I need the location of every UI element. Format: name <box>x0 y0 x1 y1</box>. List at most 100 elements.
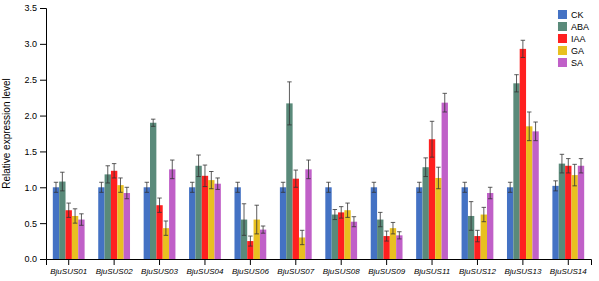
error-bar <box>521 40 525 57</box>
error-bar <box>527 112 531 141</box>
x-tick-label: BjuSUS06 <box>232 267 269 276</box>
y-tick: 0.0 <box>24 254 46 264</box>
y-tick-label: 2.0 <box>24 111 37 121</box>
bar <box>423 167 429 259</box>
y-tick-mark <box>40 116 46 117</box>
x-tick-label: BjuSUS07 <box>277 267 314 276</box>
error-bar <box>378 212 382 226</box>
bar-series <box>72 112 578 259</box>
x-tick-mark <box>568 259 569 265</box>
bar <box>111 171 117 259</box>
x-tick-mark <box>114 259 115 265</box>
error-bar <box>488 187 492 198</box>
error-bar <box>579 159 583 173</box>
bar <box>59 182 65 259</box>
error-bar <box>560 154 564 173</box>
bar <box>532 131 538 259</box>
error-bar <box>79 214 83 225</box>
x-tick: BjuSUS08 <box>323 259 360 276</box>
x-tick-mark <box>250 259 251 265</box>
error-bar <box>508 182 512 192</box>
y-tick-mark <box>40 44 46 45</box>
bar-series <box>78 93 584 259</box>
x-tick-label: BjuSUS14 <box>550 267 587 276</box>
bar <box>150 123 156 259</box>
y-tick: 3.5 <box>24 3 46 13</box>
bar <box>117 185 123 259</box>
bar <box>513 83 519 259</box>
bar <box>195 166 201 259</box>
bar <box>202 176 208 259</box>
x-tick-label: BjuSUS09 <box>368 267 405 276</box>
legend-item: SA <box>558 58 583 68</box>
bar <box>416 187 422 259</box>
marks <box>53 40 584 259</box>
x-tick-label: BjuSUS12 <box>459 267 496 276</box>
bar <box>332 215 338 259</box>
y-axis-title: Relative expression level <box>1 78 12 189</box>
error-bar <box>566 159 570 173</box>
x-tick-mark <box>522 259 523 265</box>
y-tick-mark <box>40 80 46 81</box>
x-tick: BjuSUS06 <box>232 259 269 276</box>
legend-label: CK <box>571 10 584 20</box>
legend-label: ABA <box>571 22 589 32</box>
legend-label: IAA <box>571 34 586 44</box>
y-tick-label: 1.0 <box>24 183 37 193</box>
error-bar <box>106 166 110 183</box>
bar <box>520 49 526 259</box>
y-tick: 1.5 <box>24 147 46 157</box>
error-bar <box>339 207 343 218</box>
error-bar <box>482 207 486 221</box>
x-tick: BjuSUS09 <box>368 259 405 276</box>
legend-item: ABA <box>558 22 589 32</box>
y-tick-label: 0.0 <box>24 254 37 264</box>
x-tick: BjuSUS14 <box>550 259 587 276</box>
bar <box>565 166 571 259</box>
bar <box>325 187 331 259</box>
x-tick-label: BjuSUS13 <box>504 267 541 276</box>
y-tick-label: 1.5 <box>24 147 37 157</box>
error-bar <box>60 172 64 191</box>
x-tick-mark <box>386 259 387 265</box>
error-bar <box>384 231 388 241</box>
y-tick-mark <box>40 259 46 260</box>
error-bar <box>164 221 168 235</box>
x-tick: BjuSUS03 <box>141 259 178 276</box>
x-tick: BjuSUS01 <box>50 259 87 276</box>
y-axis-line <box>40 9 47 260</box>
error-bar <box>463 182 467 192</box>
bar <box>526 126 532 259</box>
x-tick-label: BjuSUS02 <box>96 267 133 276</box>
x-tick-label: BjuSUS08 <box>323 267 360 276</box>
legend-swatch <box>558 46 567 55</box>
bar <box>578 166 584 259</box>
bar <box>371 187 377 259</box>
error-bar <box>281 182 285 192</box>
legend-item: IAA <box>558 34 586 44</box>
y-tick-mark <box>40 8 46 9</box>
error-bar <box>66 203 70 217</box>
error-bar <box>443 93 447 112</box>
error-bar <box>215 178 219 189</box>
legend-swatch <box>558 58 567 67</box>
error-bar <box>475 230 479 241</box>
error-bar <box>196 155 200 177</box>
error-bar <box>151 119 155 126</box>
x-tick: BjuSUS07 <box>277 259 314 276</box>
bar <box>571 175 577 259</box>
bar <box>338 212 344 259</box>
bar <box>98 187 104 259</box>
x-tick: BjuSUS13 <box>504 259 541 276</box>
bar <box>214 184 220 259</box>
legend-label: GA <box>571 46 584 56</box>
error-bar <box>469 202 473 231</box>
bar <box>234 187 240 259</box>
x-tick: BjuSUS04 <box>186 259 223 276</box>
bar <box>124 193 130 259</box>
x-tick-mark <box>295 259 296 265</box>
bar-series <box>66 40 572 259</box>
error-bar <box>306 160 310 179</box>
legend-item: CK <box>558 10 584 20</box>
error-bar <box>112 164 116 178</box>
